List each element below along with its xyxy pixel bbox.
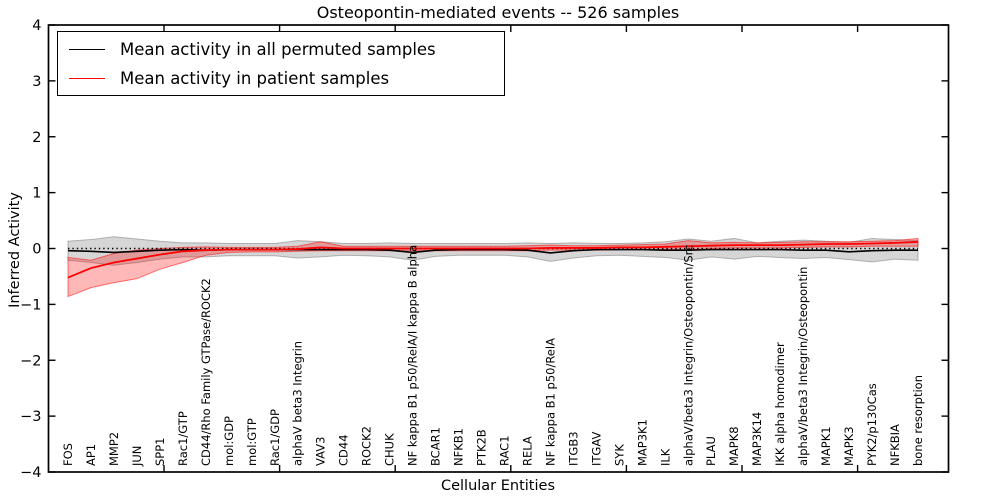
x-category-label: BCAR1 — [429, 427, 443, 466]
x-category-label: SPP1 — [153, 438, 167, 467]
legend-entry-permuted: Mean activity in all permuted samples — [58, 34, 436, 64]
x-category-label: bone resorption — [911, 375, 925, 466]
y-axis-title: Inferred Activity — [7, 192, 23, 308]
y-tick-label: −2 — [20, 353, 41, 369]
y-tick-label: 0 — [32, 242, 41, 258]
x-category-label: RELA — [520, 436, 534, 466]
x-category-label: alphaV/beta3 Integrin/Osteopontin — [796, 267, 810, 466]
mean-line-patient — [67, 240, 919, 279]
x-category-label: JUN — [130, 446, 144, 467]
x-category-label: Rac1/GTP — [176, 411, 190, 466]
x-category-label: RAC1 — [497, 435, 511, 466]
x-category-label: ITGAV — [589, 432, 603, 466]
y-tick-label: −4 — [20, 465, 41, 481]
x-category-label: FOS — [61, 443, 75, 466]
y-tick-label: 2 — [32, 130, 41, 146]
x-category-label: CHUK — [383, 433, 397, 466]
x-category-label: mol:GDP — [222, 416, 236, 466]
legend-entry-patient: Mean activity in patient samples — [58, 63, 389, 93]
x-category-label: alphaV/beta3 Integrin/Osteopontin/Src — [681, 245, 695, 466]
x-category-label: MAP3K1 — [635, 419, 649, 466]
x-category-label: CD44/Rho Family GTPase/ROCK2 — [199, 278, 213, 466]
x-category-label: AP1 — [84, 444, 98, 466]
x-category-label: NFKBIA — [888, 424, 902, 466]
x-category-label: MAPK8 — [727, 426, 741, 466]
y-tick-label: 3 — [32, 74, 41, 90]
x-category-label: ITGB3 — [566, 431, 580, 466]
x-category-label: NFKB1 — [452, 428, 466, 466]
legend-line-sample-red — [69, 77, 105, 79]
x-category-label: IKK alpha homodimer — [773, 342, 787, 466]
x-category-label: ILK — [658, 448, 672, 466]
x-category-label: SYK — [612, 444, 626, 466]
x-category-label: MAP3K14 — [750, 412, 764, 466]
legend-label-patient: Mean activity in patient samples — [120, 68, 390, 88]
confidence-band-patient — [67, 237, 919, 298]
legend-label-permuted: Mean activity in all permuted samples — [120, 39, 436, 59]
x-category-label: Rac1/GDP — [268, 409, 282, 466]
chart-title: Osteopontin-mediated events -- 526 sampl… — [316, 3, 680, 22]
x-category-label: mol:GTP — [245, 418, 259, 466]
x-category-label: PLAU — [704, 436, 718, 466]
x-category-label: VAV3 — [314, 437, 328, 466]
x-category-label: CD44 — [337, 434, 351, 466]
y-tick-label: −1 — [20, 297, 41, 313]
legend: Mean activity in all permuted samples Me… — [57, 31, 505, 96]
x-category-label: NF kappa B1 p50/RelA/I kappa B alpha — [406, 245, 420, 466]
x-category-label: PYK2/p130Cas — [865, 383, 879, 466]
x-category-label: NF kappa B1 p50/RelA — [543, 338, 557, 466]
x-category-label: ROCK2 — [360, 426, 374, 466]
x-category-label: MMP2 — [107, 432, 121, 466]
legend-line-sample-black — [69, 48, 105, 50]
y-tick-label: −3 — [20, 409, 41, 425]
y-tick-label: 4 — [32, 18, 41, 34]
x-category-label: MAPK3 — [842, 426, 856, 466]
x-category-label: alphaV beta3 Integrin — [291, 341, 305, 466]
x-axis-title: Cellular Entities — [440, 478, 556, 494]
y-tick-label: 1 — [32, 186, 41, 202]
x-category-label: PTK2B — [475, 429, 489, 466]
x-category-label: MAPK1 — [819, 426, 833, 466]
